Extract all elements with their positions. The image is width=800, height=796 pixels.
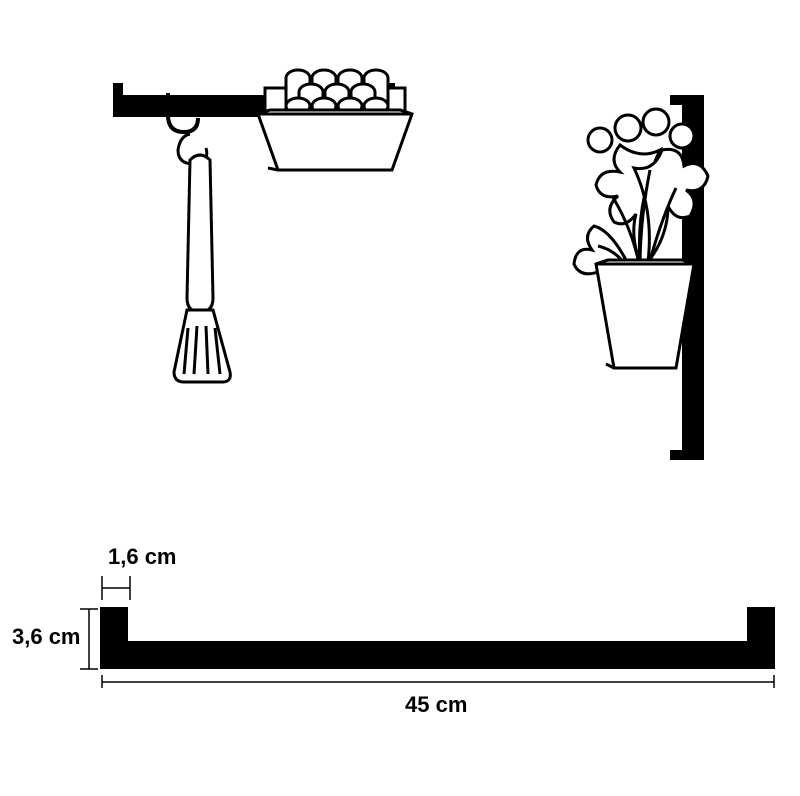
dimension-lines	[0, 0, 800, 796]
dim-height-label: 3,6 cm	[12, 624, 81, 650]
dim-length-label: 45 cm	[405, 692, 467, 718]
dim-width-label: 1,6 cm	[108, 544, 177, 570]
